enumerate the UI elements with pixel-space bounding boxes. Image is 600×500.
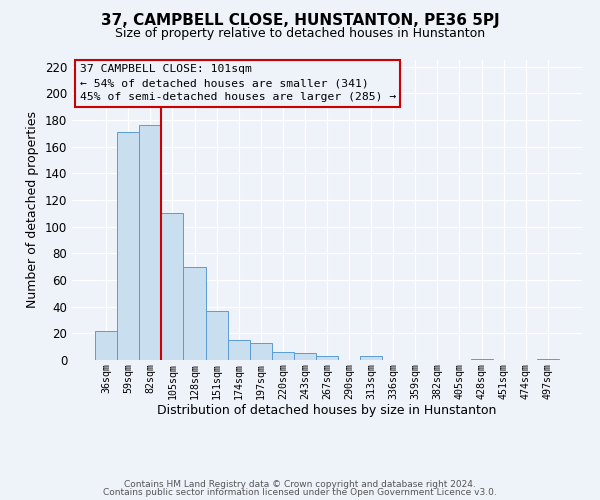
Bar [95,330,117,360]
X-axis label: Distribution of detached houses by size in Hunstanton: Distribution of detached houses by size … [157,404,497,417]
Bar [360,356,382,360]
Text: 37 CAMPBELL CLOSE: 101sqm
← 54% of detached houses are smaller (341)
45% of semi: 37 CAMPBELL CLOSE: 101sqm ← 54% of detac… [80,64,396,102]
Bar [316,356,338,360]
Text: 37, CAMPBELL CLOSE, HUNSTANTON, PE36 5PJ: 37, CAMPBELL CLOSE, HUNSTANTON, PE36 5PJ [101,12,499,28]
Bar [161,214,184,360]
Bar [227,340,250,360]
Y-axis label: Number of detached properties: Number of detached properties [26,112,39,308]
Bar [117,132,139,360]
Bar [294,354,316,360]
Bar [206,310,227,360]
Bar [272,352,294,360]
Bar [139,126,161,360]
Bar [250,342,272,360]
Text: Size of property relative to detached houses in Hunstanton: Size of property relative to detached ho… [115,28,485,40]
Bar [184,266,206,360]
Text: Contains public sector information licensed under the Open Government Licence v3: Contains public sector information licen… [103,488,497,497]
Bar [537,358,559,360]
Bar [470,358,493,360]
Text: Contains HM Land Registry data © Crown copyright and database right 2024.: Contains HM Land Registry data © Crown c… [124,480,476,489]
